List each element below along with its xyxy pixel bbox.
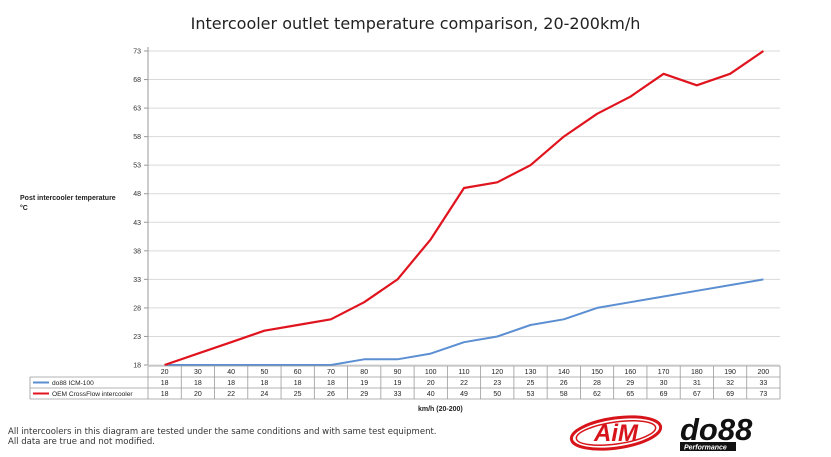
x-tick-label: 150 <box>591 369 603 376</box>
data-label: 40 <box>427 391 435 398</box>
y-axis-label: Post intercooler temperature °C <box>20 195 116 212</box>
data-label: 18 <box>294 380 302 387</box>
series-line <box>164 278 764 366</box>
data-label: 23 <box>493 380 501 387</box>
y-tick-label: 68 <box>133 77 141 84</box>
data-label: 18 <box>161 380 169 387</box>
data-label: 33 <box>759 380 767 387</box>
data-label: 18 <box>261 380 269 387</box>
y-tick-label: 38 <box>133 248 141 255</box>
data-label: 31 <box>693 380 701 387</box>
data-label: 19 <box>360 380 368 387</box>
data-label: 18 <box>227 380 235 387</box>
x-tick-label: 190 <box>724 369 736 376</box>
x-tick-label: 120 <box>491 369 503 376</box>
y-tick-label: 63 <box>133 106 141 113</box>
data-label: 65 <box>626 391 634 398</box>
y-tick-label: 48 <box>133 191 141 198</box>
data-label: 29 <box>626 380 634 387</box>
x-tick-label: 60 <box>294 369 302 376</box>
data-label: 18 <box>194 380 202 387</box>
legend-entry: do88 ICM-100 <box>52 380 94 387</box>
data-label: 22 <box>460 380 468 387</box>
footnote-line-1: All intercoolers in this diagram are tes… <box>8 427 437 437</box>
y-tick-labels: 18 23 28 33 38 43 48 53 58 63 68 73 <box>133 49 141 370</box>
y-tick-label: 53 <box>133 163 141 170</box>
data-label: 29 <box>360 391 368 398</box>
x-tick-label: 140 <box>558 369 570 376</box>
data-label: 24 <box>261 391 269 398</box>
gridlines <box>144 47 780 366</box>
x-tick-label: 70 <box>327 369 335 376</box>
x-tick-label: 20 <box>161 369 169 376</box>
data-label: 53 <box>527 391 535 398</box>
y-tick-label: 73 <box>133 49 141 56</box>
data-label: 19 <box>394 380 402 387</box>
data-label: 25 <box>527 380 535 387</box>
y-tick-label: 18 <box>133 363 141 370</box>
data-label: 69 <box>660 391 668 398</box>
data-label: 50 <box>493 391 501 398</box>
data-label: 33 <box>394 391 402 398</box>
x-tick-label: 50 <box>261 369 269 376</box>
data-label: 26 <box>560 380 568 387</box>
footnote: All intercoolers in this diagram are tes… <box>8 427 437 447</box>
y-tick-label: 58 <box>133 134 141 141</box>
data-label: 30 <box>660 380 668 387</box>
data-label: 69 <box>726 391 734 398</box>
x-tick-label: 100 <box>425 369 437 376</box>
x-tick-label: 180 <box>691 369 703 376</box>
data-label: 20 <box>427 380 435 387</box>
do88-logo: do88 Performance <box>680 412 753 452</box>
x-axis-label: km/h (20-200) <box>418 406 463 413</box>
aim-logo-text: AiM <box>593 420 639 447</box>
data-label: 18 <box>327 380 335 387</box>
data-label: 58 <box>560 391 568 398</box>
x-tick-label: 160 <box>624 369 636 376</box>
y-tick-label: 28 <box>133 305 141 312</box>
data-label: 73 <box>759 391 767 398</box>
data-label: 25 <box>294 391 302 398</box>
y-tick-label: 43 <box>133 220 141 227</box>
x-tick-label: 30 <box>194 369 202 376</box>
data-label: 18 <box>161 391 169 398</box>
chart-title: Intercooler outlet temperature compariso… <box>190 14 641 33</box>
do88-logo-subtext: Performance <box>684 445 727 452</box>
series-lines <box>164 50 765 367</box>
x-tick-label: 110 <box>458 369 469 376</box>
x-tick-label: 200 <box>758 369 770 376</box>
do88-logo-text: do88 <box>680 412 753 447</box>
x-tick-label: 130 <box>525 369 537 376</box>
data-label: 22 <box>227 391 235 398</box>
data-label: 26 <box>327 391 335 398</box>
legend-entry: OEM CrossFlow intercooler <box>52 391 133 398</box>
x-tick-label: 170 <box>658 369 670 376</box>
data-label: 49 <box>460 391 468 398</box>
data-label: 62 <box>593 391 601 398</box>
data-table: 20 30 40 50 60 70 80 90 100 110 120 130 140 150 160 170… <box>29 365 781 400</box>
series-line <box>164 50 765 367</box>
x-tick-label: 90 <box>394 369 402 376</box>
footnote-line-2: All data are true and not modified. <box>8 437 155 447</box>
data-label: 32 <box>726 380 734 387</box>
x-tick-label: 40 <box>227 369 235 376</box>
data-label: 67 <box>693 391 701 398</box>
y-tick-label: 23 <box>133 334 141 341</box>
aim-logo: AiM <box>569 415 663 451</box>
y-tick-label: 33 <box>133 277 141 284</box>
data-label: 20 <box>194 391 202 398</box>
x-tick-label: 80 <box>360 369 368 376</box>
data-label: 28 <box>593 380 601 387</box>
